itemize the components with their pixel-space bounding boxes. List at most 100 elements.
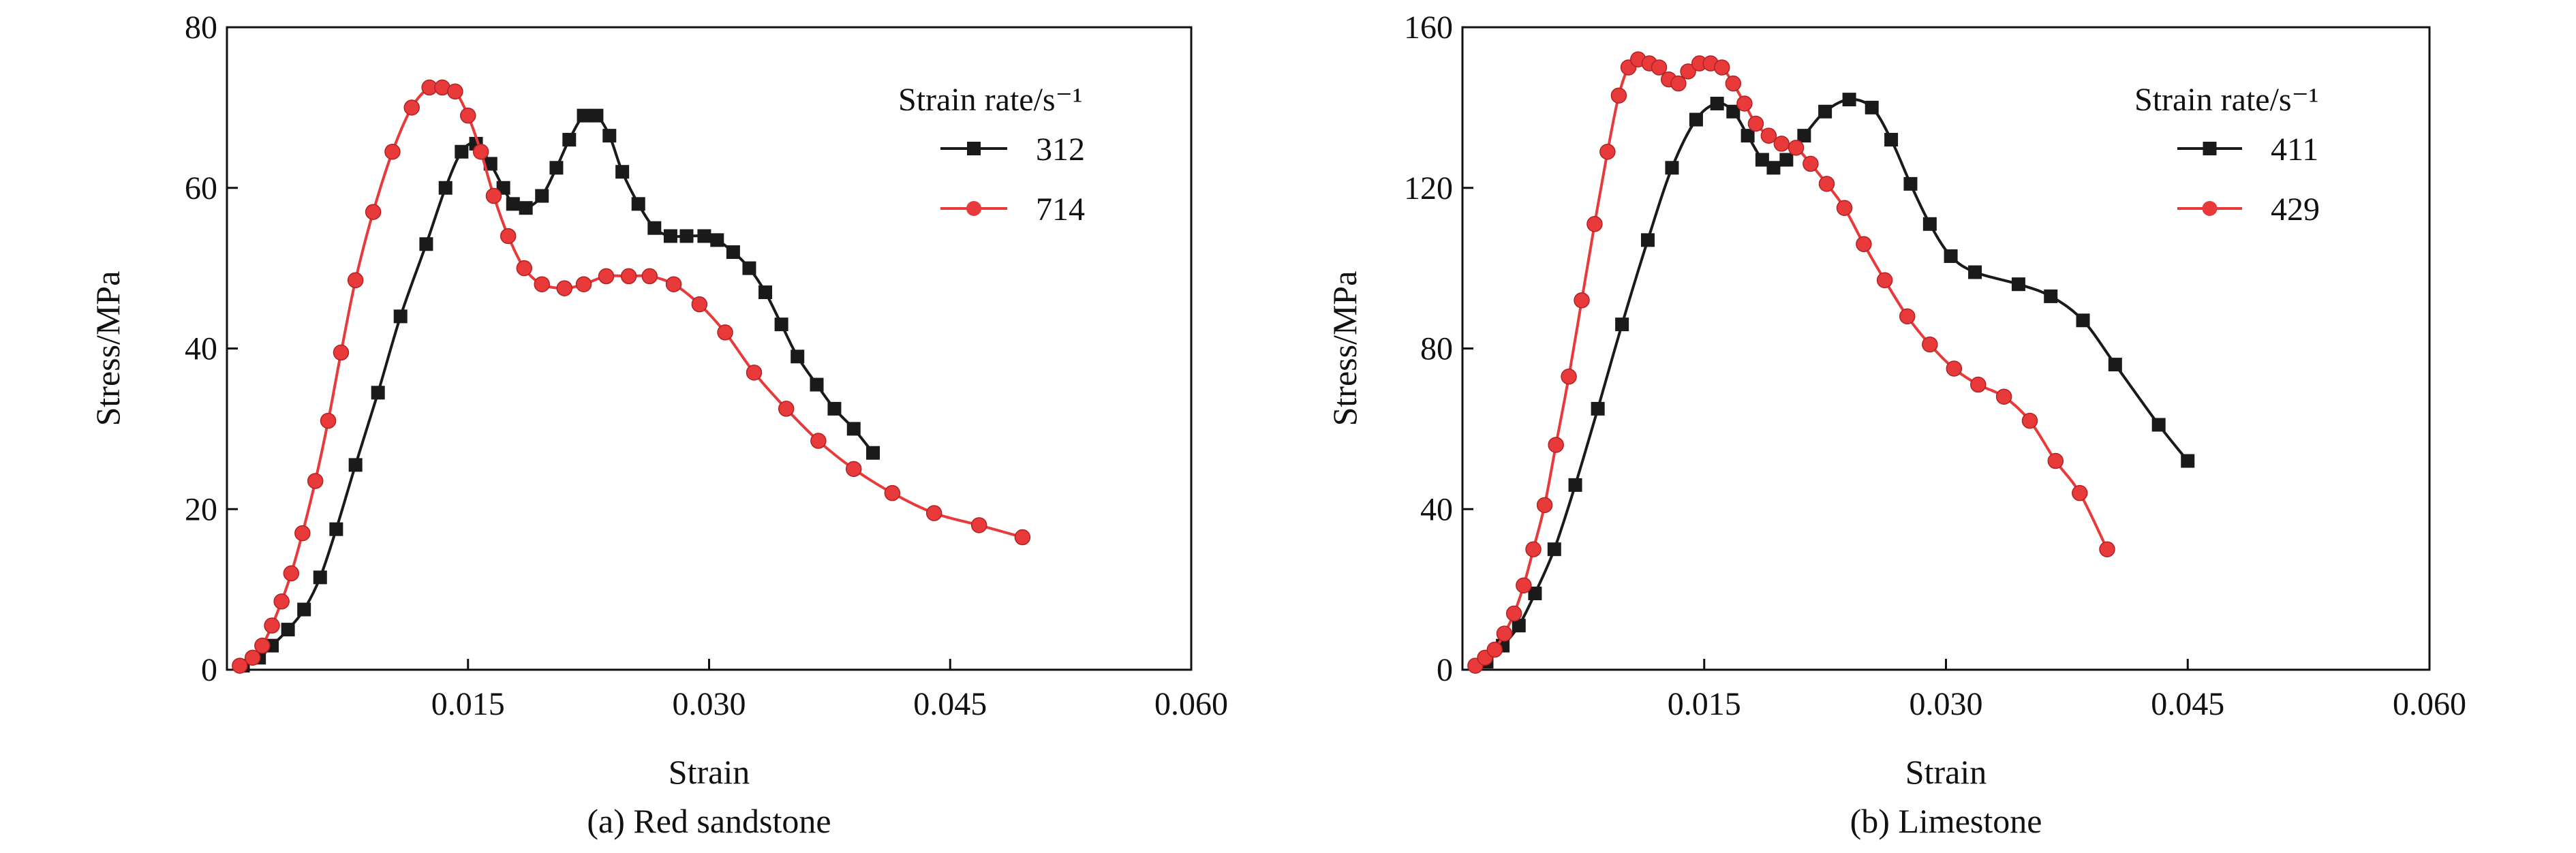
data-point-circle: [264, 617, 280, 634]
data-point-square: [549, 161, 564, 175]
x-tick-label: 0.030: [1910, 686, 1983, 722]
data-point-circle: [365, 204, 382, 220]
y-tick-label: 40: [1420, 491, 1453, 527]
data-point-square: [1615, 317, 1629, 332]
data-point-square: [313, 570, 327, 585]
series-line-312: [242, 111, 874, 667]
data-point-circle: [1496, 625, 1513, 642]
y-tick-label: 60: [185, 170, 217, 206]
data-point-square: [1818, 104, 1833, 119]
data-point-circle: [347, 272, 364, 289]
series-line-411: [1486, 97, 2189, 663]
data-point-circle: [1922, 336, 1938, 353]
data-point-circle: [1014, 529, 1031, 546]
y-tick-label: 80: [1420, 331, 1453, 367]
data-point-square: [455, 144, 469, 159]
data-point-circle: [746, 365, 763, 381]
data-point-square: [602, 129, 617, 143]
data-point-circle: [1670, 75, 1687, 92]
data-point-square: [791, 350, 805, 364]
data-point-circle: [1548, 437, 1564, 453]
data-point-circle: [1599, 143, 1616, 160]
x-tick-label: 0.060: [2393, 686, 2466, 722]
data-point-square: [483, 157, 497, 171]
legend-marker-circle: [2202, 201, 2218, 216]
data-point-circle: [1818, 176, 1835, 192]
data-point-circle: [2047, 452, 2064, 469]
data-point-circle: [1773, 136, 1790, 152]
plot-frame: [226, 26, 1193, 671]
data-point-square: [827, 401, 842, 416]
data-point-circle: [403, 99, 420, 116]
data-point-square: [1922, 217, 1937, 231]
data-point-square: [679, 229, 694, 243]
data-point-circle: [1736, 95, 1753, 112]
plot-frame: [1461, 26, 2431, 671]
data-point-square: [726, 245, 740, 260]
data-point-square: [866, 446, 880, 460]
legend-marker-square: [2203, 142, 2217, 155]
data-point-circle: [1505, 605, 1522, 622]
data-point-square: [589, 108, 604, 123]
data-point-circle: [273, 593, 290, 610]
data-point-square: [1842, 93, 1856, 107]
data-point-square: [758, 285, 773, 299]
data-point-circle: [1610, 87, 1627, 104]
data-point-square: [348, 458, 363, 472]
legend-label: 411: [2271, 131, 2318, 168]
data-point-circle: [254, 637, 271, 654]
series-714: [232, 79, 1031, 674]
data-point-square: [2108, 358, 2122, 372]
data-point-square: [1779, 153, 1794, 167]
series-429: [1467, 51, 2115, 674]
data-point-square: [1797, 129, 1811, 143]
data-point-circle: [556, 280, 572, 296]
data-point-square: [281, 623, 295, 637]
data-point-circle: [516, 260, 533, 277]
data-point-circle: [778, 401, 795, 417]
data-point-circle: [2072, 484, 2088, 501]
data-point-circle: [717, 324, 733, 341]
data-point-circle: [1714, 59, 1730, 76]
y-tick-label: 120: [1404, 170, 1453, 206]
data-point-square: [810, 377, 824, 392]
series-line-714: [239, 84, 1023, 667]
x-tick-label: 0.030: [673, 686, 746, 722]
data-point-square: [562, 133, 577, 147]
y-axis-title: Stress/MPa: [1325, 271, 1364, 427]
series-411: [1479, 93, 2195, 669]
data-point-circle: [1680, 63, 1696, 80]
data-point-circle: [665, 276, 682, 292]
data-point-circle: [1651, 59, 1668, 76]
data-point-square: [774, 317, 788, 332]
data-point-circle: [384, 143, 401, 160]
legend-title: Strain rate/s⁻¹: [898, 82, 1082, 118]
data-point-square: [1512, 619, 1526, 633]
data-point-square: [1665, 161, 1679, 175]
data-point-circle: [1788, 140, 1805, 156]
data-point-square: [1944, 249, 1958, 263]
data-point-circle: [641, 268, 658, 285]
data-point-circle: [2021, 412, 2038, 429]
legend-entry-312: 312: [940, 131, 1085, 168]
data-point-circle: [472, 143, 489, 160]
data-point-circle: [1574, 292, 1590, 309]
x-tick-label: 0.015: [431, 686, 505, 722]
data-point-circle: [1561, 369, 1577, 385]
data-point-circle: [534, 276, 550, 292]
data-point-circle: [283, 565, 300, 582]
data-point-square: [393, 309, 408, 324]
data-point-square: [419, 237, 433, 251]
data-point-square: [2151, 418, 2166, 432]
panel-caption: (b) Limestone: [1850, 802, 2042, 840]
legend-entry-429: 429: [2177, 191, 2320, 228]
data-point-square: [846, 422, 861, 436]
data-point-square: [1640, 233, 1655, 247]
x-axis-title: Strain: [1905, 753, 1987, 791]
data-point-circle: [447, 83, 463, 100]
data-point-circle: [1803, 155, 1819, 172]
data-point-circle: [1856, 236, 1872, 253]
data-point-square: [2044, 289, 2058, 303]
data-point-circle: [232, 657, 248, 674]
data-point-circle: [1899, 308, 1916, 325]
